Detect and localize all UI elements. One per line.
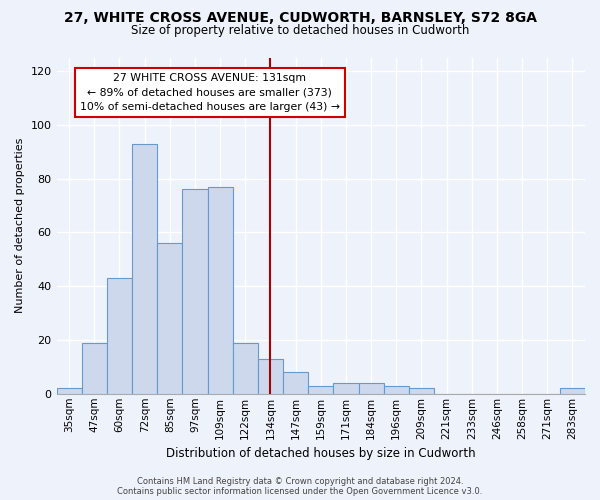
Bar	[182, 190, 208, 394]
Bar	[233, 342, 258, 394]
Bar	[409, 388, 434, 394]
Bar	[383, 386, 409, 394]
Bar	[308, 386, 334, 394]
Bar	[334, 383, 359, 394]
X-axis label: Distribution of detached houses by size in Cudworth: Distribution of detached houses by size …	[166, 447, 476, 460]
Text: Size of property relative to detached houses in Cudworth: Size of property relative to detached ho…	[131, 24, 469, 37]
Bar	[283, 372, 308, 394]
Text: 27 WHITE CROSS AVENUE: 131sqm
← 89% of detached houses are smaller (373)
10% of : 27 WHITE CROSS AVENUE: 131sqm ← 89% of d…	[80, 72, 340, 112]
Bar	[107, 278, 132, 394]
Bar	[560, 388, 585, 394]
Bar	[359, 383, 383, 394]
Bar	[82, 342, 107, 394]
Bar	[208, 186, 233, 394]
Bar	[157, 243, 182, 394]
Bar	[132, 144, 157, 394]
Text: Contains HM Land Registry data © Crown copyright and database right 2024.
Contai: Contains HM Land Registry data © Crown c…	[118, 476, 482, 496]
Bar	[258, 359, 283, 394]
Text: 27, WHITE CROSS AVENUE, CUDWORTH, BARNSLEY, S72 8GA: 27, WHITE CROSS AVENUE, CUDWORTH, BARNSL…	[64, 11, 536, 25]
Y-axis label: Number of detached properties: Number of detached properties	[15, 138, 25, 314]
Bar	[56, 388, 82, 394]
